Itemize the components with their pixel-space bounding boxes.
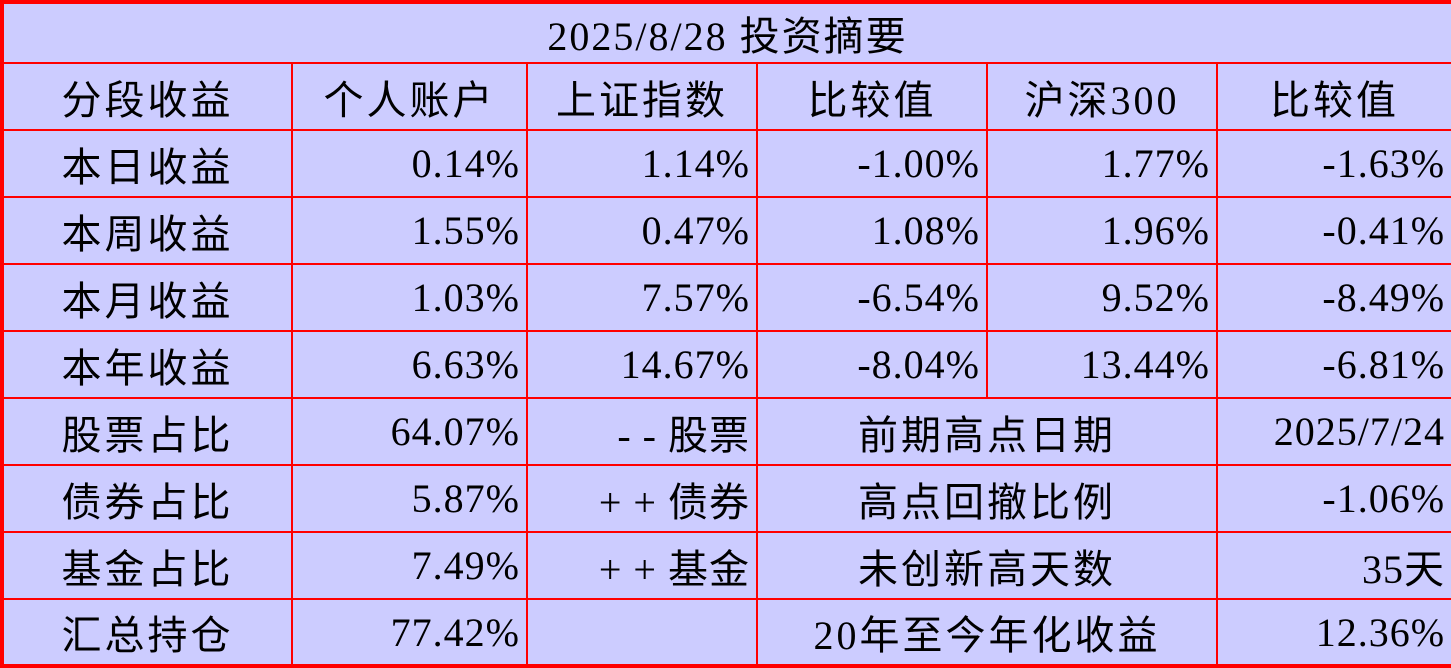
row-label: 本日收益: [1, 129, 293, 198]
stat-label: 前期高点日期: [756, 397, 1218, 466]
header-row: 分段收益 个人账户 上证指数 比较值 沪深300 比较值: [1, 62, 1451, 131]
stat-label: 20年至今年化收益: [756, 598, 1218, 667]
comparison-cell: -6.54%: [756, 263, 988, 332]
stat-value: 2025/7/24: [1215, 397, 1451, 466]
value-cell: 0.47%: [526, 196, 758, 265]
stat-label: 高点回撤比例: [756, 464, 1218, 533]
legend-marker-cell: - - 股票: [526, 397, 758, 466]
stat-value: -1.06%: [1215, 464, 1451, 533]
report-title: 2025/8/28 投资摘要: [0, 1, 1451, 64]
legend-marker-cell: + + 基金: [526, 531, 758, 600]
value-cell: 9.52%: [986, 263, 1218, 332]
weekly-return-row: 本周收益 1.55% 0.47% 1.08% 1.96% -0.41%: [1, 196, 1451, 265]
monthly-return-row: 本月收益 1.03% 7.57% -6.54% 9.52% -8.49%: [1, 263, 1451, 332]
daily-return-row: 本日收益 0.14% 1.14% -1.00% 1.77% -1.63%: [1, 129, 1451, 198]
value-cell: 7.49%: [291, 531, 528, 600]
value-cell: 1.03%: [291, 263, 528, 332]
header-comparison-1: 比较值: [756, 62, 988, 131]
stat-value: 12.36%: [1215, 598, 1451, 667]
row-label: 本年收益: [1, 330, 293, 399]
row-label: 汇总持仓: [1, 598, 293, 667]
value-cell: 6.63%: [291, 330, 528, 399]
stat-value: 35天: [1215, 531, 1451, 600]
value-cell: 5.87%: [291, 464, 528, 533]
total-position-row: 汇总持仓 77.42% 20年至今年化收益 12.36%: [1, 598, 1451, 667]
header-segment-returns: 分段收益: [1, 62, 293, 131]
row-label: 基金占比: [1, 531, 293, 600]
row-label: 本周收益: [1, 196, 293, 265]
comparison-cell: 1.08%: [756, 196, 988, 265]
legend-marker-cell: [526, 598, 758, 667]
value-cell: 1.55%: [291, 196, 528, 265]
comparison-cell: -8.49%: [1215, 263, 1451, 332]
yearly-return-row: 本年收益 6.63% 14.67% -8.04% 13.44% -6.81%: [1, 330, 1451, 399]
row-label: 股票占比: [1, 397, 293, 466]
comparison-cell: -6.81%: [1215, 330, 1451, 399]
value-cell: 13.44%: [986, 330, 1218, 399]
comparison-cell: -0.41%: [1215, 196, 1451, 265]
value-cell: 1.14%: [526, 129, 758, 198]
value-cell: 14.67%: [526, 330, 758, 399]
header-personal-account: 个人账户: [291, 62, 528, 131]
value-cell: 1.96%: [986, 196, 1218, 265]
row-label: 债券占比: [1, 464, 293, 533]
value-cell: 7.57%: [526, 263, 758, 332]
row-label: 本月收益: [1, 263, 293, 332]
value-cell: 77.42%: [291, 598, 528, 667]
title-row: 2025/8/28 投资摘要: [0, 1, 1451, 64]
stat-label: 未创新高天数: [756, 531, 1218, 600]
bond-allocation-row: 债券占比 5.87% + + 债券 高点回撤比例 -1.06%: [1, 464, 1451, 533]
value-cell: 0.14%: [291, 129, 528, 198]
header-shanghai-index: 上证指数: [526, 62, 758, 131]
value-cell: 1.77%: [986, 129, 1218, 198]
fund-allocation-row: 基金占比 7.49% + + 基金 未创新高天数 35天: [1, 531, 1451, 600]
comparison-cell: -1.63%: [1215, 129, 1451, 198]
comparison-cell: -8.04%: [756, 330, 988, 399]
stock-allocation-row: 股票占比 64.07% - - 股票 前期高点日期 2025/7/24: [1, 397, 1451, 466]
header-comparison-2: 比较值: [1215, 62, 1451, 131]
value-cell: 64.07%: [291, 397, 528, 466]
header-hs300-index: 沪深300: [986, 62, 1218, 131]
legend-marker-cell: + + 债券: [526, 464, 758, 533]
comparison-cell: -1.00%: [756, 129, 988, 198]
